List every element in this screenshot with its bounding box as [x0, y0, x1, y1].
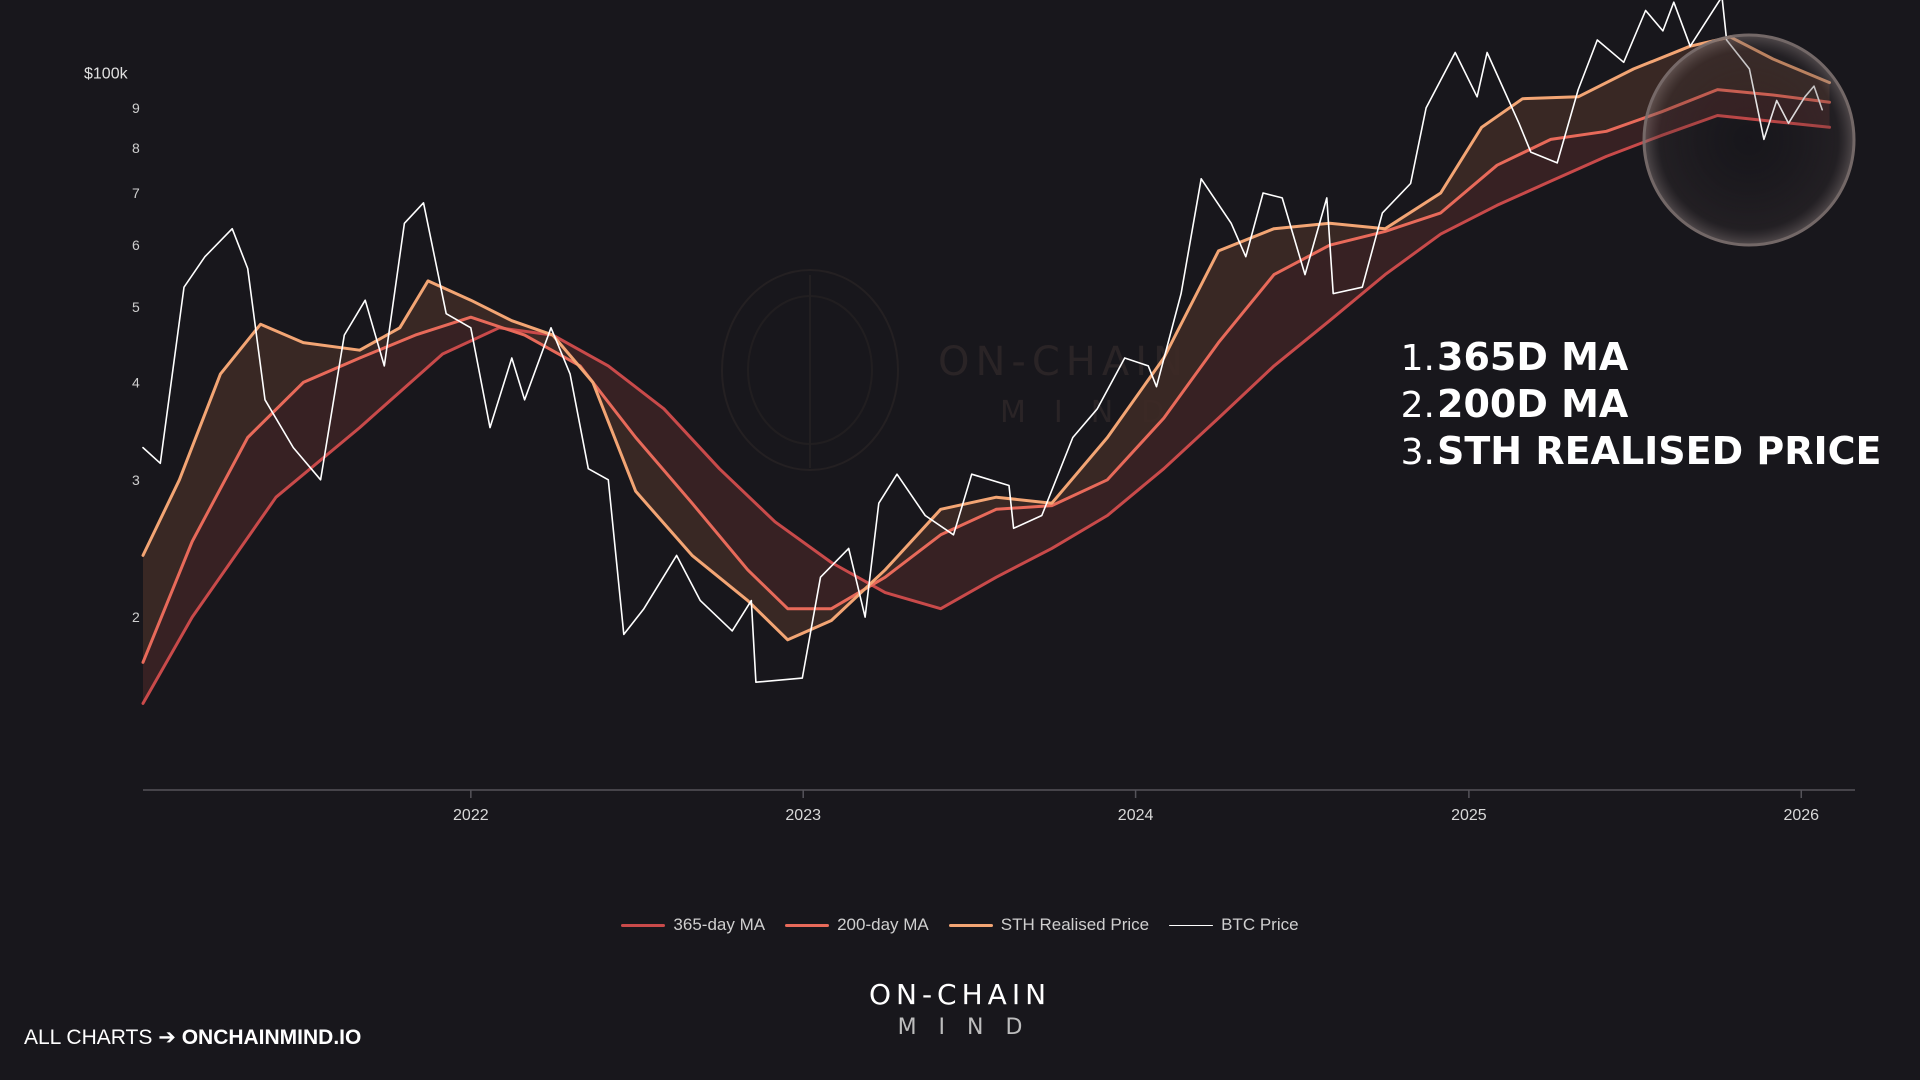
- annotation-number: 1.: [1400, 338, 1435, 379]
- legend-label: 200-day MA: [837, 915, 929, 934]
- footer-cta: ALL CHARTS ➔ ONCHAINMIND.IO: [24, 1025, 361, 1050]
- footer-link[interactable]: ONCHAINMIND.IO: [181, 1026, 362, 1049]
- chart-axes: 2022 2023 2024 2025 2026 $100k 9 8 7 6 5 4 3 2: [84, 65, 1855, 824]
- annotation-item: 2. 200D MA: [1395, 382, 1882, 429]
- footer-prefix: ALL CHARTS: [24, 1026, 153, 1049]
- y-tick-label: 3: [132, 472, 140, 488]
- series-line-btc-price: [142, 0, 1823, 683]
- y-tick-label: 8: [132, 140, 140, 156]
- x-tick-label: 2022: [453, 807, 489, 824]
- y-tick-label: 7: [132, 185, 140, 201]
- chart-legend: 365-day MA 200-day MA STH Realised Price…: [0, 915, 1920, 935]
- legend-item-sth[interactable]: STH Realised Price: [948, 915, 1150, 935]
- band-365-200: [143, 90, 1830, 704]
- legend-item-btc[interactable]: BTC Price: [1169, 915, 1299, 935]
- x-tick-label: 2026: [1783, 807, 1819, 824]
- brand-logo-top: ON-CHAIN: [868, 978, 1052, 1011]
- brand-logo: ON-CHAIN MIND: [0, 978, 1920, 1040]
- x-tick-label: 2023: [785, 807, 821, 824]
- y-tick-label: 6: [132, 237, 140, 253]
- annotation-item: 3. STH REALISED PRICE: [1395, 429, 1882, 476]
- series-line-200-day-ma: [141, 88, 1831, 664]
- legend-swatch-sth: [948, 923, 993, 927]
- legend-swatch-200d: [785, 923, 830, 927]
- annotation-number: 3.: [1400, 432, 1435, 473]
- brand-logo-bottom: MIND: [897, 1015, 1045, 1040]
- y-tick-label: 4: [132, 374, 140, 390]
- annotation-text: 365D MA: [1437, 335, 1629, 379]
- arrow-icon: ➔: [158, 1026, 176, 1049]
- annotation-text: STH REALISED PRICE: [1437, 429, 1882, 473]
- annotation-text: 200D MA: [1437, 382, 1629, 426]
- y-tick-label: 5: [132, 299, 140, 315]
- y-top-label: $100k: [84, 65, 129, 82]
- watermark-title: ON-CHAIN: [938, 339, 1189, 385]
- y-tick-label: 2: [132, 609, 140, 625]
- series-line-sth-realised-price: [141, 35, 1831, 642]
- series-line-365-day-ma: [141, 114, 1831, 705]
- y-tick-label: 9: [132, 100, 140, 116]
- annotation-number: 2.: [1400, 385, 1435, 426]
- legend-label: 365-day MA: [673, 915, 766, 934]
- legend-swatch-365d: [621, 923, 666, 927]
- legend-item-365d[interactable]: 365-day MA: [621, 915, 765, 935]
- annotation-list: 1. 365D MA 2. 200D MA 3. STH REALISED PR…: [1395, 335, 1882, 476]
- x-tick-label: 2024: [1118, 807, 1154, 824]
- legend-item-200d[interactable]: 200-day MA: [785, 915, 929, 935]
- legend-swatch-btc: [1169, 924, 1214, 926]
- annotation-item: 1. 365D MA: [1395, 335, 1882, 382]
- legend-label: BTC Price: [1221, 915, 1299, 934]
- x-tick-label: 2025: [1451, 807, 1487, 824]
- highlight-circle: [1642, 33, 1856, 247]
- series-lines: [141, 0, 1831, 705]
- legend-label: STH Realised Price: [1000, 915, 1150, 934]
